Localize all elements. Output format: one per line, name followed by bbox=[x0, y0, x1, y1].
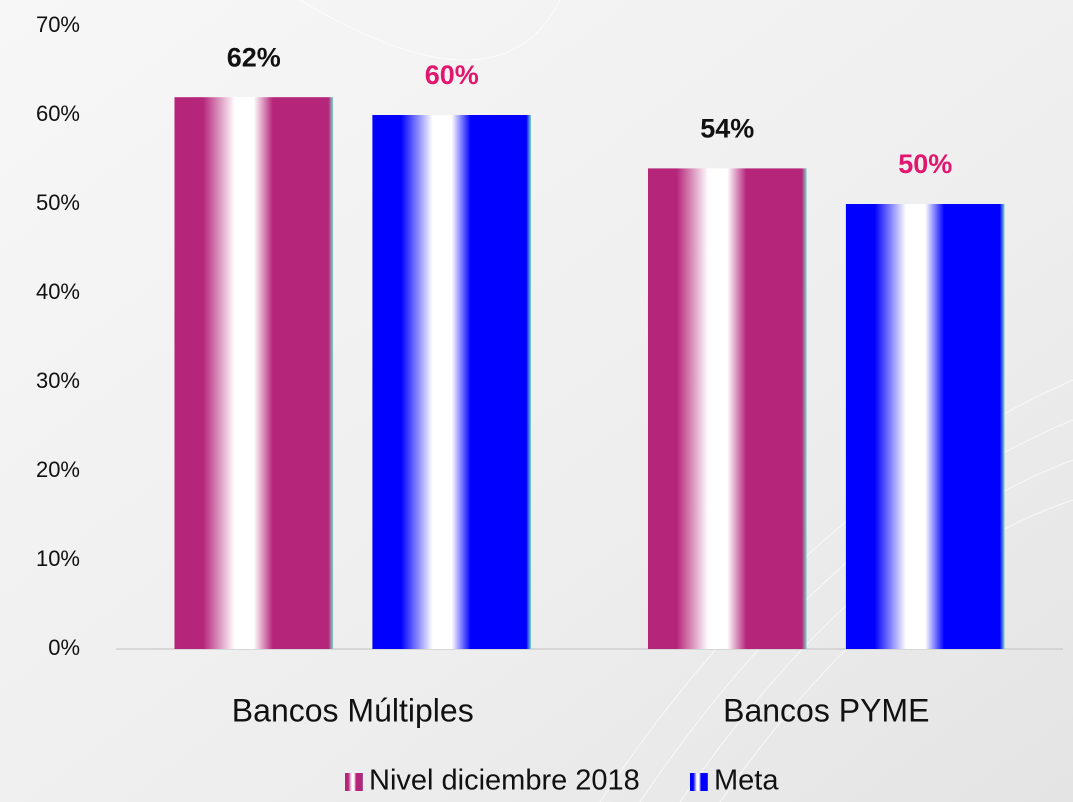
bar bbox=[174, 97, 334, 649]
x-tick-label: Bancos Múltiples bbox=[232, 692, 474, 728]
value-label: 62% bbox=[227, 42, 281, 72]
y-tick-label: 40% bbox=[36, 279, 80, 304]
y-tick-label: 10% bbox=[36, 546, 80, 571]
bar bbox=[845, 204, 1005, 649]
x-tick-label: Bancos PYME bbox=[723, 692, 929, 728]
y-tick-label: 20% bbox=[36, 457, 80, 482]
value-label: 50% bbox=[898, 149, 952, 179]
y-tick-label: 70% bbox=[36, 12, 80, 37]
bar bbox=[372, 115, 532, 649]
value-label: 54% bbox=[700, 114, 754, 144]
y-tick-label: 60% bbox=[36, 101, 80, 126]
y-tick-label: 0% bbox=[48, 635, 80, 660]
legend-swatch bbox=[690, 773, 708, 791]
y-tick-label: 50% bbox=[36, 190, 80, 215]
value-label: 60% bbox=[425, 60, 479, 90]
bar bbox=[647, 168, 807, 649]
legend-swatch bbox=[345, 773, 363, 791]
y-tick-label: 30% bbox=[36, 368, 80, 393]
legend-label: Nivel diciembre 2018 bbox=[369, 765, 640, 797]
legend-label: Meta bbox=[714, 765, 779, 797]
